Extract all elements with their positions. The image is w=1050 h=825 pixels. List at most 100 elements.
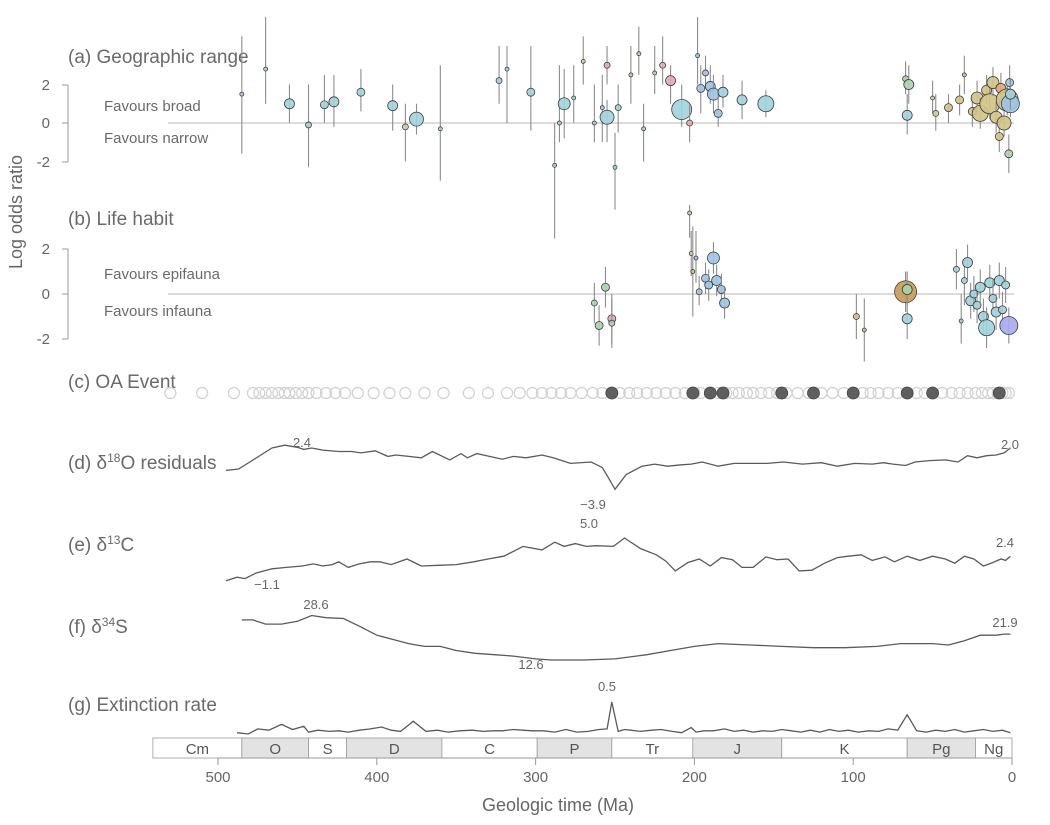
oa-open-marker: [283, 386, 296, 400]
value-annotation: 5.0: [580, 516, 598, 531]
oa-open-marker: [535, 386, 549, 400]
period-label: Cm: [186, 741, 209, 758]
panel-a-tick-label: 0: [42, 115, 50, 132]
data-point: [628, 72, 634, 78]
panel-g: (g) Extinction rate 0.5: [68, 679, 1011, 735]
value-annotation: 0.5: [598, 679, 616, 694]
data-point: [704, 280, 714, 290]
data-point: [932, 109, 940, 117]
data-point: [665, 75, 676, 87]
oa-open-marker: [872, 386, 885, 400]
data-point: [599, 105, 605, 110]
panel-f-title-suffix: S: [115, 617, 128, 638]
oa-open-marker: [329, 386, 342, 400]
oa-open-marker: [631, 386, 644, 400]
data-point: [319, 100, 329, 110]
panel-a-tick-label: -2: [37, 154, 50, 171]
data-point: [608, 319, 616, 327]
data-point: [962, 257, 973, 268]
panel-b-points: [590, 205, 1019, 362]
data-point: [969, 289, 979, 299]
panel-d-title-prefix: (d) δ: [68, 453, 107, 474]
data-point: [614, 104, 622, 111]
oa-open-marker: [554, 386, 568, 400]
data-point: [961, 72, 967, 78]
data-point: [599, 109, 615, 125]
oa-open-marker: [351, 386, 364, 400]
series-line: [225, 444, 1011, 491]
data-point: [284, 98, 295, 110]
data-point: [978, 319, 995, 337]
panel-f-title-prefix: (f) δ: [68, 617, 102, 638]
oa-open-marker: [762, 386, 776, 400]
panel-e-title-prefix: (e) δ: [68, 535, 107, 556]
data-point: [953, 265, 960, 273]
oa-open-marker: [259, 386, 272, 400]
panel-d-title: (d) δ18O residuals: [68, 451, 217, 474]
oa-open-marker: [975, 386, 988, 400]
oa-event-marker: [992, 386, 1006, 400]
panel-g-title: (g) Extinction rate: [68, 695, 217, 716]
oa-open-marker: [953, 386, 966, 400]
data-point: [409, 111, 424, 127]
value-annotation: 2.4: [293, 435, 311, 450]
period-label: Ng: [984, 741, 1003, 758]
oa-open-marker: [462, 386, 476, 400]
panel-e: (e) δ13C −1.1 5.0 2.4: [68, 516, 1014, 592]
data-point: [994, 132, 1004, 141]
oa-open-marker: [961, 386, 974, 400]
data-point: [707, 87, 720, 101]
oa-open-marker: [754, 386, 768, 400]
period-label: C: [484, 741, 495, 758]
panel-e-title: (e) δ13C: [68, 533, 134, 556]
value-annotation: 2.4: [996, 535, 1014, 550]
oa-open-marker: [545, 386, 558, 400]
data-point: [687, 210, 693, 216]
data-point: [974, 281, 986, 293]
panel-a-tick-label: 2: [42, 77, 50, 94]
oa-open-marker: [969, 386, 982, 400]
data-point: [659, 61, 667, 69]
oa-event-marker: [686, 386, 700, 400]
data-point: [671, 99, 693, 120]
oa-open-marker: [164, 386, 177, 400]
data-point: [641, 126, 646, 132]
panel-b-tick-label: 2: [42, 241, 50, 258]
oa-open-marker: [265, 386, 279, 400]
oa-open-marker: [623, 386, 636, 400]
data-point: [999, 316, 1019, 335]
geologic-time-scale: Cm O S D C P Tr J K Pg Ng: [152, 737, 1013, 759]
panel-b-lower-label: Favours infauna: [104, 303, 212, 320]
data-point: [652, 70, 658, 76]
oa-open-marker: [196, 386, 209, 400]
period-label: P: [569, 741, 579, 758]
oa-open-marker: [253, 386, 266, 400]
data-point: [591, 120, 597, 126]
oa-open-marker: [575, 386, 588, 400]
period-label: K: [839, 741, 849, 758]
oa-open-marker: [826, 386, 839, 400]
oa-event-marker: [703, 386, 717, 400]
value-annotation: 2.0: [1001, 437, 1019, 452]
x-tick-label: 100: [841, 769, 866, 786]
panel-f: (f) δ34S 28.6 12.6 21.9: [68, 597, 1018, 672]
data-point: [695, 53, 700, 59]
x-tick-label: 500: [205, 769, 230, 786]
panel-e-title-sup: 13: [107, 533, 121, 547]
series-line: [241, 614, 1011, 661]
oa-event-marker: [716, 386, 730, 400]
oa-event-marker: [900, 386, 914, 400]
data-point: [1005, 78, 1015, 87]
data-point: [495, 77, 503, 85]
oa-open-marker: [302, 386, 315, 400]
panel-c-title: (c) OA Event: [68, 372, 176, 393]
panel-b-tick-label: 0: [42, 286, 50, 303]
data-point: [601, 282, 610, 292]
oa-event-marker: [846, 386, 860, 400]
data-point: [690, 269, 696, 274]
value-annotation: −3.9: [580, 497, 606, 512]
data-point: [504, 66, 510, 72]
x-axis-label: Geologic time (Ma): [482, 795, 634, 815]
oa-event-marker: [605, 386, 619, 400]
